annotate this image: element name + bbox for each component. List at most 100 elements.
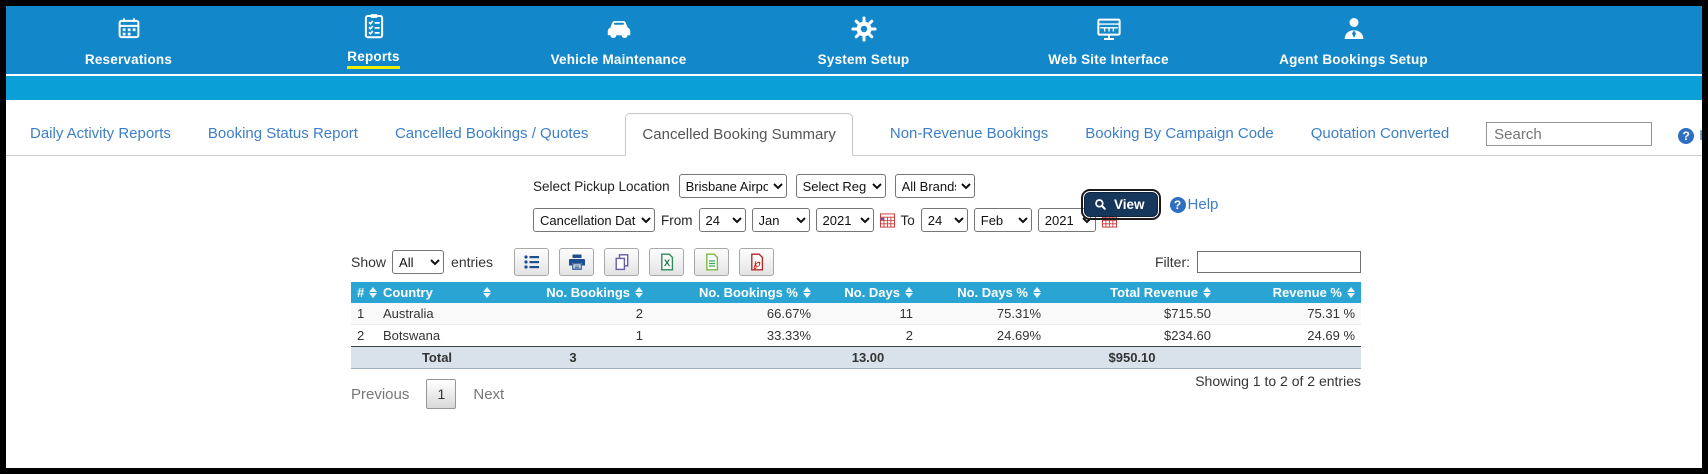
tab-cancelled-booking-summary[interactable]: Cancelled Booking Summary bbox=[625, 113, 853, 156]
cancelled-booking-summary-table: # Country No. Bookings No. Bookings % No… bbox=[351, 282, 1361, 369]
list-view-icon bbox=[522, 252, 542, 272]
col-header-no-bookings-pct[interactable]: No. Bookings % bbox=[649, 282, 817, 303]
from-day-select[interactable]: 24 bbox=[698, 208, 746, 232]
to-label: To bbox=[900, 212, 915, 228]
print-button[interactable] bbox=[559, 248, 595, 276]
date-field-select[interactable]: Cancellation Date bbox=[533, 208, 655, 232]
search-input[interactable] bbox=[1486, 122, 1653, 146]
document-export-button[interactable] bbox=[694, 248, 730, 276]
to-day-select[interactable]: 24 bbox=[920, 208, 968, 232]
nav-item-agent-bookings-setup[interactable]: Agent Bookings Setup bbox=[1231, 6, 1476, 74]
accent-strip bbox=[6, 76, 1702, 100]
total-empty bbox=[919, 346, 1047, 369]
from-month-select[interactable]: Jan bbox=[751, 208, 810, 232]
col-header-no-days[interactable]: No. Days bbox=[817, 282, 919, 303]
entries-label: entries bbox=[451, 254, 494, 270]
nav-item-vehicle-maintenance[interactable]: Vehicle Maintenance bbox=[496, 6, 741, 74]
pdf-export-icon: ℘ bbox=[747, 252, 767, 272]
car-icon bbox=[604, 14, 634, 49]
col-header-country[interactable]: Country bbox=[377, 282, 497, 303]
monitor-icon bbox=[1094, 14, 1124, 49]
total-bookings: 3 bbox=[497, 346, 649, 369]
table-header-row: # Country No. Bookings No. Bookings % No… bbox=[351, 282, 1361, 303]
filter-input[interactable] bbox=[1197, 251, 1361, 273]
tab-cancelled-bookings-quotes[interactable]: Cancelled Bookings / Quotes bbox=[394, 125, 589, 142]
cell-no-days: 11 bbox=[899, 306, 914, 321]
cell-no-days-pct: 75.31% bbox=[996, 306, 1041, 321]
document-export-icon bbox=[702, 252, 722, 272]
sort-arrows-icon bbox=[803, 287, 811, 298]
next-button[interactable]: Next bbox=[473, 385, 505, 403]
nav-label: System Setup bbox=[817, 51, 910, 67]
pagination: Previous 1 Next Showing 1 to 2 of 2 entr… bbox=[351, 373, 1361, 409]
cell-no-days-pct: 24.69% bbox=[996, 328, 1041, 343]
nav-label: Agent Bookings Setup bbox=[1279, 51, 1428, 67]
col-header-total-revenue[interactable]: Total Revenue bbox=[1047, 282, 1217, 303]
showing-entries-text: Showing 1 to 2 of 2 entries bbox=[1195, 373, 1361, 389]
col-header-revenue-pct[interactable]: Revenue % bbox=[1217, 282, 1361, 303]
nav-item-reports[interactable]: Reports bbox=[251, 6, 496, 74]
brands-select[interactable]: All Brands bbox=[894, 174, 975, 198]
col-header-no-bookings[interactable]: No. Bookings bbox=[497, 282, 649, 303]
table-row: 1 Australia 2 66.67% 11 75.31% $715.50 7… bbox=[351, 303, 1361, 325]
copy-button[interactable] bbox=[604, 248, 640, 276]
nav-item-system-setup[interactable]: System Setup bbox=[741, 6, 986, 74]
filters-help-link[interactable]: ? Help bbox=[1169, 196, 1219, 213]
col-header-index[interactable]: # bbox=[351, 282, 378, 303]
to-month-select[interactable]: Feb bbox=[973, 208, 1032, 232]
cell-no-bookings: 2 bbox=[635, 306, 643, 321]
report-tabbar: Daily Activity Reports Booking Status Re… bbox=[6, 113, 1702, 156]
table-controls: Show All entries X ℘ Filter: bbox=[351, 248, 1361, 276]
magnifier-icon bbox=[1093, 197, 1108, 212]
excel-export-button[interactable]: X bbox=[649, 248, 685, 276]
total-empty bbox=[1217, 346, 1361, 369]
previous-button[interactable]: Previous bbox=[351, 385, 410, 403]
nav-label: Reservations bbox=[84, 51, 173, 67]
show-label: Show bbox=[351, 254, 387, 270]
cell-country: Australia bbox=[383, 306, 434, 321]
tab-help-link[interactable]: ? Help bbox=[1678, 127, 1702, 144]
nav-label: Web Site Interface bbox=[1048, 51, 1169, 67]
region-select[interactable]: Select Region bbox=[795, 174, 886, 198]
table-row: 2 Botswana 1 33.33% 2 24.69% $234.60 24.… bbox=[351, 325, 1361, 347]
cell-total-revenue: $234.60 bbox=[1164, 328, 1211, 343]
tab-booking-status-report[interactable]: Booking Status Report bbox=[207, 125, 358, 142]
view-button[interactable]: View bbox=[1081, 189, 1161, 220]
tab-booking-by-campaign-code[interactable]: Booking By Campaign Code bbox=[1085, 125, 1274, 142]
pickup-location-label: Select Pickup Location bbox=[533, 178, 670, 194]
from-calendar-icon[interactable] bbox=[879, 212, 895, 228]
help-label: Help bbox=[1699, 127, 1702, 144]
nav-item-reservations[interactable]: Reservations bbox=[6, 6, 251, 74]
filter-group: Filter: bbox=[1155, 251, 1361, 273]
tab-non-revenue-bookings[interactable]: Non-Revenue Bookings bbox=[889, 125, 1049, 142]
filter-row-location: Select Pickup Location Brisbane Airport … bbox=[533, 174, 975, 198]
cell-revenue-pct: 24.69 % bbox=[1307, 328, 1355, 343]
nav-item-web-site-interface[interactable]: Web Site Interface bbox=[986, 6, 1231, 74]
tab-quotation-converted[interactable]: Quotation Converted bbox=[1310, 125, 1450, 142]
filter-row-dates: Cancellation Date From 24 Jan 2021 To 24… bbox=[533, 208, 1117, 232]
tab-daily-activity-reports[interactable]: Daily Activity Reports bbox=[30, 125, 171, 142]
sort-arrows-icon bbox=[369, 287, 378, 298]
svg-text:℘: ℘ bbox=[753, 257, 761, 270]
gear-icon bbox=[849, 14, 879, 49]
cell-no-bookings: 1 bbox=[635, 328, 643, 343]
sort-arrows-icon bbox=[1033, 287, 1041, 298]
person-icon bbox=[1339, 14, 1369, 49]
show-entries-select[interactable]: All bbox=[392, 250, 445, 274]
col-header-no-days-pct[interactable]: No. Days % bbox=[919, 282, 1047, 303]
cell-total-revenue: $715.50 bbox=[1164, 306, 1211, 321]
total-revenue: $950.10 bbox=[1047, 346, 1217, 369]
pdf-export-button[interactable]: ℘ bbox=[739, 248, 775, 276]
from-year-select[interactable]: 2021 bbox=[815, 208, 874, 232]
list-view-button[interactable] bbox=[514, 248, 550, 276]
view-help-group: View ? Help bbox=[1081, 189, 1219, 220]
pickup-location-select[interactable]: Brisbane Airport bbox=[678, 174, 787, 198]
cell-no-bookings-pct: 66.67% bbox=[766, 306, 811, 321]
help-label: Help bbox=[1187, 196, 1219, 213]
calendar-icon bbox=[114, 14, 144, 49]
from-label: From bbox=[661, 212, 693, 228]
view-label: View bbox=[1114, 197, 1145, 212]
page-1-button[interactable]: 1 bbox=[426, 379, 457, 409]
question-mark-icon: ? bbox=[1678, 127, 1695, 144]
